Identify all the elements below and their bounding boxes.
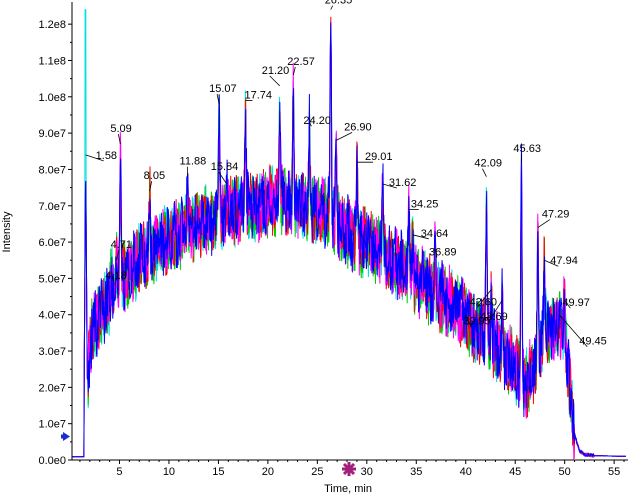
y-tick-label: 1.0e8 <box>38 92 66 104</box>
marker-group <box>61 432 356 476</box>
peak-label: 42.60 <box>469 296 497 308</box>
peak-leader-line <box>487 299 503 323</box>
x-tick-label: 45 <box>509 466 521 478</box>
peak-leader-line <box>537 219 551 228</box>
peak-leader-line <box>110 271 114 282</box>
x-tick-label: 50 <box>559 466 571 478</box>
peak-leader-line <box>477 289 492 308</box>
peak-leader-line <box>434 249 438 258</box>
x-tick-label: 25 <box>311 466 323 478</box>
x-axis-title: Time, min <box>324 483 372 495</box>
peak-label: 34.64 <box>421 228 449 240</box>
peak-label: 45.63 <box>513 143 541 155</box>
trace-line-5 <box>71 22 627 458</box>
y-tick-label: 8.0e7 <box>38 164 66 176</box>
peak-leader-line <box>216 93 220 105</box>
peak-leader-line <box>558 314 588 347</box>
peak-label: 1.58 <box>96 150 117 162</box>
peak-leader-line <box>116 250 120 261</box>
y-tick-label: 0.0e0 <box>38 455 66 467</box>
peak-leader-line <box>149 181 153 192</box>
peak-label: 5.09 <box>110 123 131 135</box>
peak-leader-line <box>309 122 312 127</box>
start-arrow-icon[interactable] <box>63 432 70 441</box>
peak-label: 17.74 <box>245 89 273 101</box>
peak-label: 39.95 <box>463 316 491 328</box>
peak-leader-line <box>564 299 571 309</box>
peak-label: 36.89 <box>429 246 457 258</box>
peak-label: 11.88 <box>180 156 207 168</box>
x-tick-label: 55 <box>608 466 620 478</box>
x-tick-label: 10 <box>163 466 175 478</box>
x-tick-label: 35 <box>410 466 422 478</box>
y-tick-label: 1.2e8 <box>38 19 66 31</box>
x-tick-label: 5 <box>116 466 122 478</box>
y-tick-label: 1.0e7 <box>38 419 66 431</box>
peak-leader-line <box>335 132 353 141</box>
peak-leader-line <box>218 171 228 185</box>
y-tick-label: 5.0e7 <box>38 273 66 285</box>
peak-label-group: 1.58 4.18 4.71 5.09 8.05 11.88 15.07 15.84 17.74… <box>85 0 607 348</box>
peak-label: 24.20 <box>303 115 331 127</box>
peak-label: 47.94 <box>550 255 578 267</box>
y-tick-label: 6.0e7 <box>38 237 66 249</box>
peak-label: 34.25 <box>411 198 439 210</box>
peak-label: 15.07 <box>209 83 237 95</box>
peak-label: 29.01 <box>365 151 393 163</box>
peak-leader-line <box>292 66 296 76</box>
peak-label: 49.97 <box>562 297 590 309</box>
y-tick-label: 3.0e7 <box>38 346 66 358</box>
peak-leader-line <box>117 133 121 145</box>
peak-label: 4.18 <box>105 270 126 282</box>
peak-label: 22.57 <box>287 56 315 68</box>
y-tick-label: 1.1e8 <box>38 55 66 67</box>
peak-leader-line <box>482 168 487 177</box>
peak-leader-line <box>544 259 559 267</box>
peak-label: 31.62 <box>389 177 417 189</box>
peak-label: 43.69 <box>480 311 508 323</box>
peak-leader-line <box>85 154 104 162</box>
peak-leader-line <box>269 75 281 87</box>
peak-label: 49.45 <box>579 336 607 348</box>
peak-leader-line <box>330 5 334 10</box>
time-cursor-icon[interactable] <box>342 462 356 476</box>
peak-label: 21.20 <box>262 65 290 77</box>
peak-label: 4.71 <box>111 239 132 251</box>
y-tick-label: 7.0e7 <box>38 201 66 213</box>
peak-leader-line <box>464 314 472 327</box>
peak-label: 42.09 <box>474 158 502 170</box>
peak-label: 26.90 <box>344 121 372 133</box>
peak-label: 8.05 <box>144 170 165 182</box>
peak-leader-line <box>412 234 429 240</box>
x-tick-label: 40 <box>460 466 472 478</box>
y-tick-label: 9.0e7 <box>38 128 66 140</box>
x-tick-label: 20 <box>262 466 274 478</box>
peak-leader-line <box>382 183 397 189</box>
trace-group <box>71 9 627 460</box>
peak-label: 15.84 <box>211 161 239 173</box>
start-arrow-stem <box>61 434 64 439</box>
y-tick-label: 4.0e7 <box>38 310 66 322</box>
peak-label: 26.35 <box>325 0 353 7</box>
x-tick-label: 15 <box>212 466 224 478</box>
axes-group: 5 10 15 20 25 30 35 40 45 50 55 0.0e0 1.0e7 2.0e7 3.0e… <box>38 2 628 478</box>
x-tick-label: 30 <box>361 466 373 478</box>
y-tick-label: 2.0e7 <box>38 382 66 394</box>
peak-label: 47.29 <box>542 209 570 221</box>
y-axis-title: Intensity <box>1 211 13 252</box>
